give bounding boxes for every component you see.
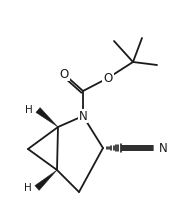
Text: N: N xyxy=(159,142,167,155)
Text: H: H xyxy=(24,183,32,193)
Text: H: H xyxy=(25,105,33,115)
Text: O: O xyxy=(103,71,113,84)
Polygon shape xyxy=(36,108,58,127)
Polygon shape xyxy=(35,170,57,190)
Text: N: N xyxy=(79,110,87,123)
Text: O: O xyxy=(59,67,69,80)
